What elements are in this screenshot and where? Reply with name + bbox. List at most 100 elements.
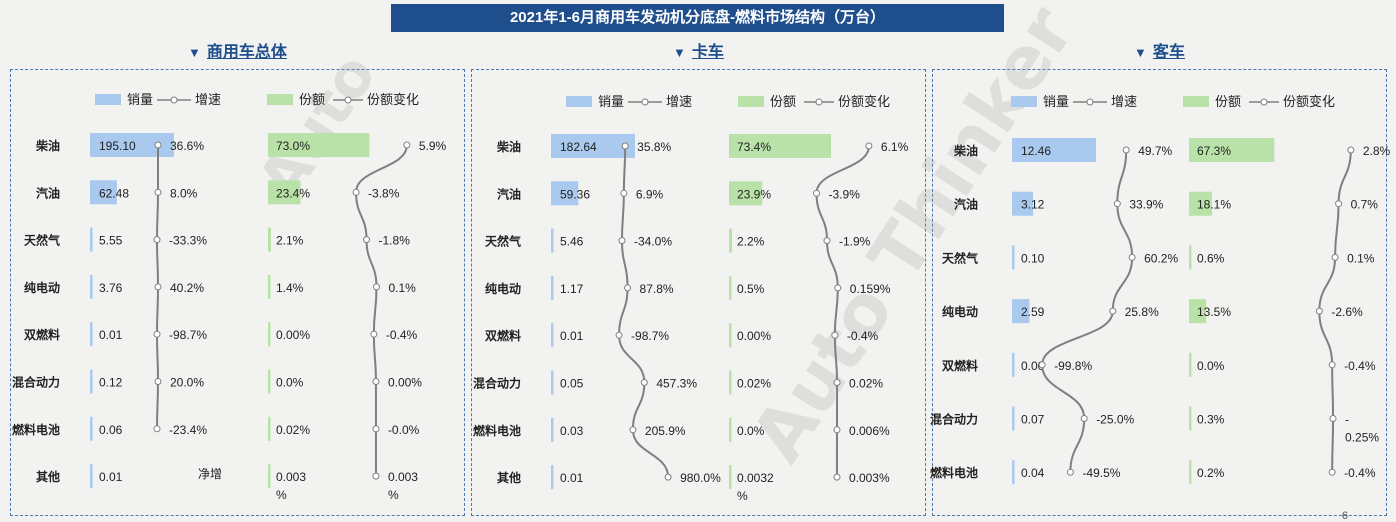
- growth-point: [1122, 146, 1130, 154]
- share-change-value-label: 6.1%: [881, 140, 909, 154]
- share-value-label: 0.0032: [737, 471, 774, 485]
- growth-point: [154, 188, 162, 196]
- growth-point: [621, 142, 629, 150]
- share-value-label: 0.02%: [737, 377, 771, 391]
- share-bar: [268, 227, 271, 252]
- category-label: 汽油: [497, 186, 521, 201]
- share-value-label: 67.3%: [1197, 144, 1231, 158]
- category-label: 其他: [36, 469, 60, 484]
- share-bar: [1189, 245, 1192, 270]
- sales-value-label: 2.59: [1021, 305, 1045, 319]
- share-change-point: [833, 379, 841, 386]
- share-value-label: %: [737, 489, 748, 503]
- growth-value-label: -34.0%: [634, 235, 672, 249]
- share-value-label: 0.00%: [737, 329, 771, 343]
- share-change-point: [1347, 146, 1355, 154]
- share-value-label: 0.5%: [737, 282, 765, 296]
- growth-value-label: 25.8%: [1125, 305, 1159, 319]
- category-label: 汽油: [954, 197, 978, 212]
- share-change-value-label: -0.4%: [847, 329, 879, 343]
- share-value-label: %: [276, 488, 287, 502]
- growth-point: [640, 379, 648, 386]
- share-bar: [268, 416, 271, 441]
- share-bar: [268, 133, 370, 157]
- growth-point: [629, 426, 637, 434]
- legend-growth-marker: [170, 96, 178, 104]
- share-change-point: [370, 330, 378, 338]
- triangle-down-icon: ▼: [673, 45, 686, 60]
- share-change-value-label: %: [388, 488, 399, 502]
- sales-value-label: 0.06: [99, 423, 123, 437]
- category-label: 双燃料: [942, 358, 978, 373]
- sales-bar: [90, 227, 93, 252]
- sales-value-label: 62.48: [99, 186, 129, 200]
- share-bar: [729, 134, 831, 158]
- page-number: 6: [1341, 510, 1348, 522]
- legend-share-swatch: [1183, 96, 1209, 107]
- share-bar: [1189, 138, 1275, 162]
- growth-point: [1128, 253, 1136, 261]
- share-value-label: 0.6%: [1197, 251, 1225, 265]
- share-change-point: [833, 473, 841, 481]
- legend-growth-label: 增速: [195, 92, 221, 107]
- share-value-label: 23.9%: [737, 187, 771, 201]
- share-change-point: [352, 188, 360, 196]
- share-value-label: 13.5%: [1197, 305, 1231, 319]
- share-bar: [268, 322, 271, 347]
- share-bar: [729, 417, 732, 442]
- share-bar: [729, 465, 732, 490]
- category-label: 混合动力: [930, 412, 978, 427]
- growth-value-label: -49.5%: [1082, 466, 1120, 480]
- sales-bar: [551, 134, 635, 158]
- legend-growth-marker: [641, 98, 649, 106]
- growth-value-label: 457.3%: [656, 377, 697, 391]
- category-label: 纯电动: [942, 304, 978, 319]
- legend-sales-label: 销量: [598, 94, 624, 109]
- share-change-point: [403, 141, 411, 149]
- legend-sales-label: 销量: [127, 92, 153, 107]
- growth-point: [624, 284, 632, 292]
- sales-value-label: 0.12: [99, 376, 123, 390]
- share-change-point: [865, 142, 873, 150]
- legend-share-change-marker: [1260, 98, 1268, 106]
- growth-value-label: 35.8%: [637, 140, 671, 154]
- sales-bar: [90, 416, 93, 441]
- sales-bar: [90, 274, 93, 299]
- growth-value-label: 20.0%: [170, 376, 204, 390]
- share-value-label: 2.2%: [737, 235, 765, 249]
- category-label: 柴油: [35, 138, 60, 153]
- sales-bar: [1012, 245, 1015, 270]
- share-change-value-label: 0.25%: [1345, 431, 1379, 445]
- share-change-value-label: -0.4%: [1344, 466, 1376, 480]
- share-value-label: 1.4%: [276, 281, 304, 295]
- sales-value-label: 195.10: [99, 139, 136, 153]
- growth-value-label: 205.9%: [645, 424, 686, 438]
- sales-value-label: 3.12: [1021, 198, 1045, 212]
- legend-sales-swatch: [95, 94, 121, 105]
- share-value-label: 0.3%: [1197, 413, 1225, 427]
- legend-share-label: 份额: [770, 94, 796, 109]
- growth-value-label: 49.7%: [1138, 144, 1172, 158]
- growth-value-label: -25.0%: [1096, 413, 1134, 427]
- growth-value-label: -98.7%: [169, 328, 207, 342]
- share-change-value-label: -1.8%: [379, 234, 411, 248]
- growth-value-label: 60.2%: [1144, 251, 1178, 265]
- share-change-value-label: 0.02%: [849, 377, 883, 391]
- sales-value-label: 0.07: [1021, 413, 1045, 427]
- category-label: 天然气: [485, 234, 521, 249]
- sales-bar: [1012, 460, 1015, 485]
- panel-title-total: ▼ 商用车总体: [10, 38, 465, 61]
- category-label: 燃料电池: [930, 465, 978, 480]
- share-bar: [1189, 191, 1212, 216]
- share-bar: [1189, 299, 1207, 324]
- share-bar: [729, 181, 763, 206]
- growth-value-label: 33.9%: [1129, 198, 1163, 212]
- growth-point: [1113, 200, 1121, 208]
- legend-share-swatch: [267, 94, 293, 105]
- share-value-label: 0.0%: [1197, 359, 1225, 373]
- share-value-label: 0.02%: [276, 423, 310, 437]
- legend-share-label: 份额: [1215, 94, 1241, 109]
- share-change-point: [823, 237, 831, 245]
- growth-point: [664, 473, 672, 481]
- share-value-label: 73.4%: [737, 140, 771, 154]
